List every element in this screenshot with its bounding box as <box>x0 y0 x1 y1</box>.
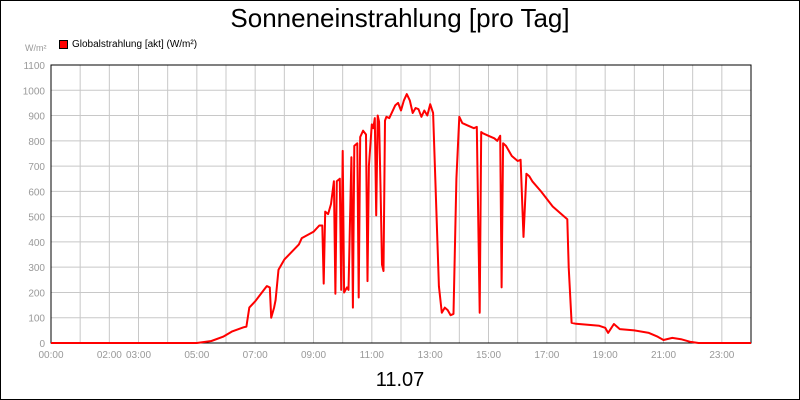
chart-title: Sonneneinstrahlung [pro Tag] <box>230 3 570 33</box>
plot-border <box>50 64 752 344</box>
x-tick-label: 03:00 <box>126 350 151 361</box>
x-tick-label: 00:00 <box>38 350 63 361</box>
series-line <box>51 93 751 344</box>
y-tick-label: 800 <box>28 137 45 148</box>
y-tick-label: 1100 <box>23 61 45 72</box>
y-tick-label: 200 <box>28 288 45 299</box>
y-tick-label: 600 <box>28 187 45 198</box>
x-tick-label: 05:00 <box>184 350 209 361</box>
y-tick-label: 400 <box>28 238 45 249</box>
y-tick-label: 300 <box>28 263 45 274</box>
x-tick-label: 23:00 <box>709 350 734 361</box>
y-tick-label: 500 <box>28 213 45 224</box>
y-tick-label: 900 <box>28 112 45 123</box>
x-tick-label: 19:00 <box>593 350 618 361</box>
series-layer <box>51 93 751 344</box>
legend-swatch <box>59 40 68 49</box>
grid <box>51 64 751 344</box>
y-tick-label: 0 <box>39 339 45 350</box>
x-axis-label: 11.07 <box>375 369 425 391</box>
legend: Globalstrahlung [akt] (W/m²) <box>59 39 197 50</box>
x-tick-label: 21:00 <box>651 350 676 361</box>
x-tick-label: 02:00 <box>97 350 122 361</box>
legend-label: Globalstrahlung [akt] (W/m²) <box>72 39 198 50</box>
x-tick-label: 11:00 <box>360 350 385 361</box>
y-tick-label: 700 <box>28 162 45 173</box>
x-tick-label: 09:00 <box>301 350 326 361</box>
y-tick-label: 100 <box>28 314 45 325</box>
y-unit-label: W/m² <box>25 43 47 53</box>
x-tick-label: 07:00 <box>243 350 268 361</box>
x-tick-label: 15:00 <box>476 350 501 361</box>
axis-ticks: 0 100 200 300 400 500 600 700 800 900 1000 1100 00:0… <box>23 61 735 361</box>
x-tick-label: 13:00 <box>418 350 443 361</box>
x-tick-label: 17:00 <box>534 350 559 361</box>
y-tick-label: 1000 <box>23 86 46 97</box>
